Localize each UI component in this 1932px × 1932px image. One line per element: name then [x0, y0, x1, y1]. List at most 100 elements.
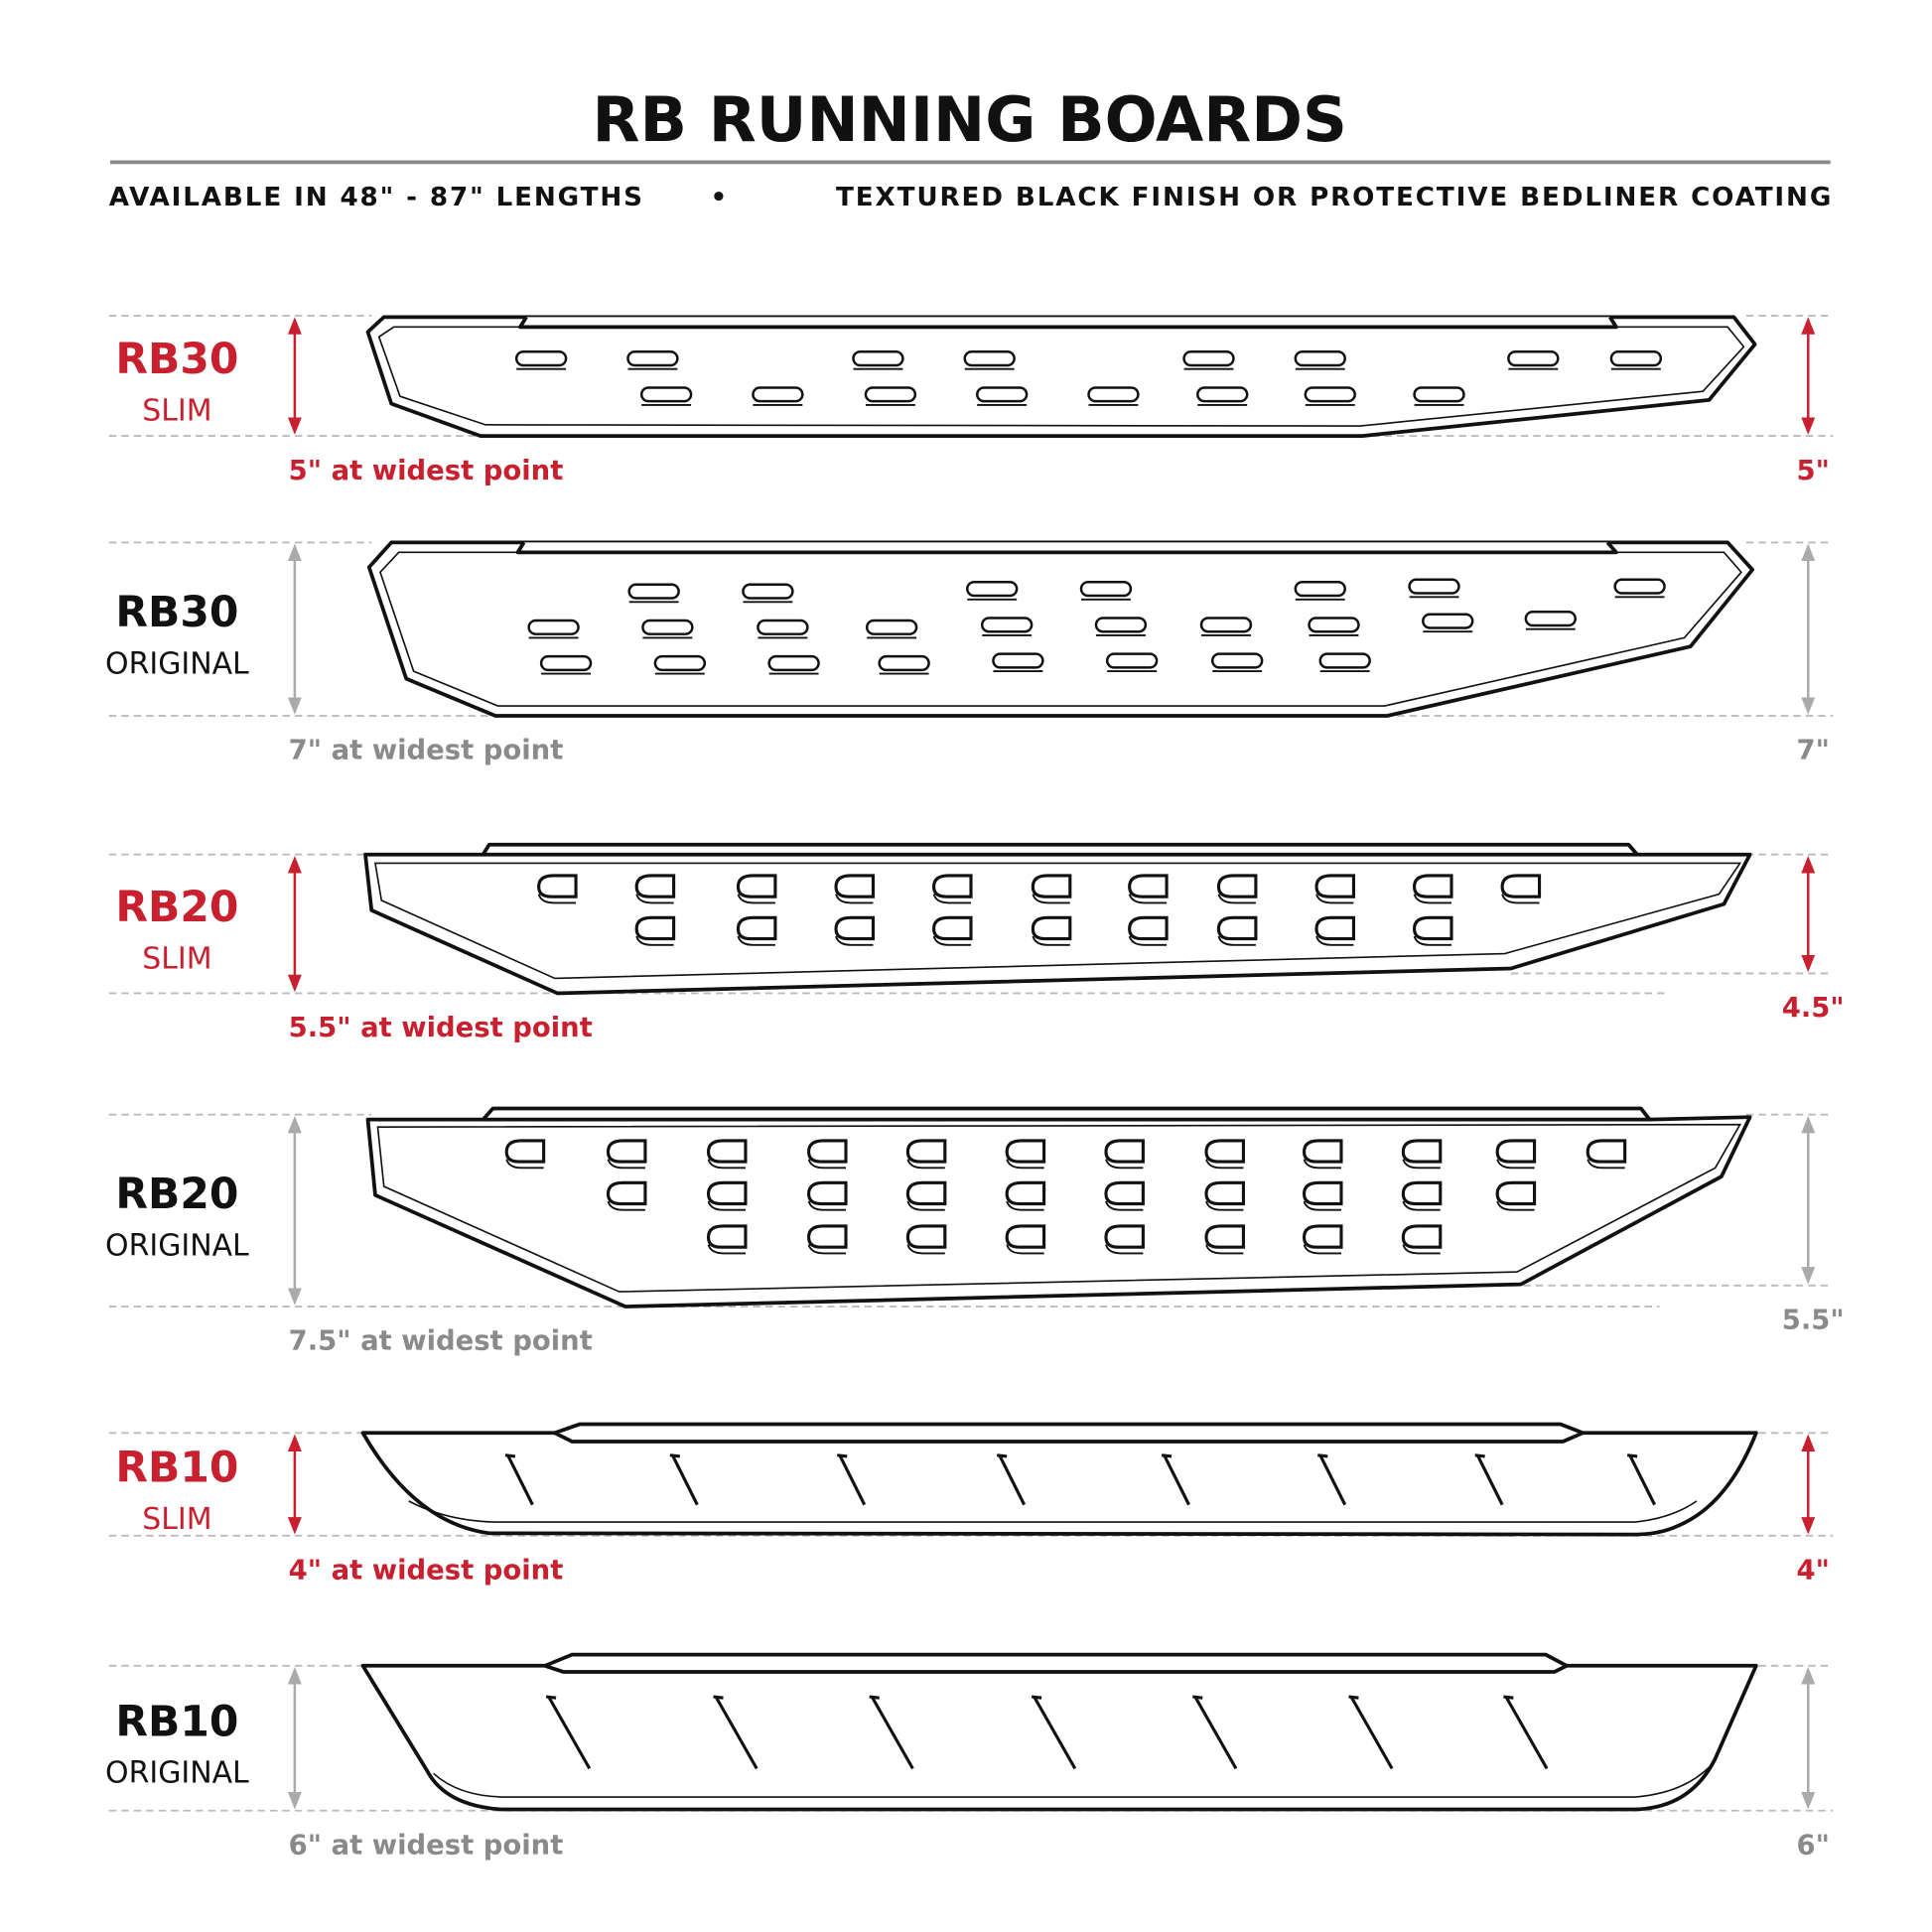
- tread-hole-shadow: [707, 1244, 746, 1255]
- tread-hole-shadow: [1413, 935, 1451, 946]
- widest-point-label: 5" at widest point: [289, 456, 564, 486]
- tread-slot: [1318, 652, 1371, 669]
- tread-hole-shadow: [1205, 1159, 1244, 1170]
- board-model-name: RB10: [115, 1698, 238, 1746]
- board-inner-edge: [433, 1764, 1713, 1798]
- tread-hole: [1413, 874, 1453, 898]
- tread-hole: [634, 915, 676, 941]
- tread-hole: [1204, 1180, 1245, 1206]
- board-top-rail: [544, 1664, 1568, 1674]
- tread-slot: [992, 652, 1044, 669]
- tread-hole-shadow: [1496, 1200, 1535, 1211]
- tread-cleat: [504, 1453, 534, 1506]
- tread-hole: [1500, 874, 1542, 898]
- tread-hole: [1314, 915, 1356, 941]
- tread-slot: [963, 350, 1016, 367]
- board-model-name: RB30: [115, 589, 238, 637]
- tread-hole-shadow: [1205, 1244, 1244, 1255]
- board-model-name: RB20: [115, 1171, 238, 1219]
- tread-slot: [1524, 610, 1577, 627]
- tread-hole-shadow: [1006, 1244, 1044, 1255]
- tread-cleat: [1348, 1695, 1394, 1770]
- right-dimension-label: 7": [1797, 736, 1830, 766]
- subtitle-separator: •: [710, 183, 729, 212]
- subtitle-lengths: AVAILABLE IN 48" - 87" LENGTHS: [109, 183, 644, 212]
- tread-hole-shadow: [1217, 894, 1256, 904]
- right-dimension-label: 5": [1797, 456, 1830, 486]
- widest-point-label: 4" at widest point: [289, 1555, 564, 1586]
- tread-hole: [834, 874, 876, 898]
- tread-hole: [1216, 915, 1258, 941]
- tread-hole: [1586, 1139, 1627, 1164]
- tread-hole: [606, 1139, 647, 1164]
- tread-hole-shadow: [835, 894, 874, 904]
- widest-point-label: 6" at widest point: [289, 1830, 564, 1861]
- tread-hole-shadow: [1105, 1244, 1144, 1255]
- tread-slot: [1413, 386, 1465, 403]
- tread-slot: [641, 619, 694, 635]
- tread-hole-shadow: [707, 1159, 746, 1170]
- tread-hole: [905, 1180, 947, 1206]
- tread-slot: [980, 617, 1034, 633]
- tread-slot: [639, 386, 693, 403]
- tread-hole-shadow: [1105, 1159, 1144, 1170]
- tread-slot: [626, 350, 679, 367]
- tread-hole-shadow: [1413, 894, 1451, 904]
- board-variant: ORIGINAL: [105, 1756, 249, 1791]
- tread-hole-shadow: [1501, 894, 1540, 904]
- tread-hole: [537, 874, 578, 898]
- board-row-rb30-original: RB30 ORIGINAL 7" at widest point 7": [105, 540, 1834, 766]
- tread-hole-shadow: [737, 935, 775, 946]
- board-row-rb30-slim: RB30 SLIM 5" at widest point 5": [108, 315, 1834, 486]
- board-inner-edge: [408, 1500, 1698, 1523]
- tread-slot: [1196, 386, 1249, 403]
- tread-hole: [1104, 1139, 1145, 1164]
- tread-hole-shadow: [737, 894, 775, 904]
- board-inner-edge: [376, 1123, 1742, 1293]
- board-variant: ORIGINAL: [105, 647, 249, 682]
- tread-slot: [864, 386, 917, 403]
- tread-hole: [1005, 1180, 1046, 1206]
- tread-hole: [1204, 1139, 1245, 1164]
- board-row-rb20-original: RB20 ORIGINAL 7.5" at widest point 5.5": [105, 1106, 1845, 1357]
- tread-hole: [1216, 874, 1258, 898]
- tread-hole-shadow: [607, 1159, 645, 1170]
- tread-hole-shadow: [1303, 1200, 1341, 1211]
- tread-cleat: [545, 1695, 592, 1770]
- board-variant: SLIM: [142, 1502, 211, 1537]
- tread-slot: [742, 583, 794, 600]
- tread-slot: [527, 619, 580, 635]
- widest-point-label: 7.5" at widest point: [289, 1326, 593, 1357]
- tread-cleat: [1503, 1695, 1549, 1770]
- tread-cleat: [869, 1695, 914, 1770]
- tread-hole-shadow: [707, 1200, 746, 1211]
- tread-slot: [1609, 350, 1663, 367]
- tread-hole-shadow: [1006, 1200, 1044, 1211]
- tread-hole: [1031, 915, 1072, 941]
- tread-hole: [634, 874, 676, 898]
- tread-slot: [1422, 613, 1474, 629]
- tread-hole-shadow: [1032, 894, 1070, 904]
- tread-slot: [1294, 350, 1346, 367]
- tread-hole: [504, 1139, 546, 1164]
- tread-hole-shadow: [1205, 1200, 1244, 1211]
- tread-hole-shadow: [1006, 1159, 1044, 1170]
- tread-slot: [1613, 578, 1666, 595]
- tread-slot: [1308, 617, 1360, 633]
- tread-slot: [865, 619, 918, 635]
- tread-cleat: [1317, 1453, 1347, 1506]
- tread-hole: [807, 1180, 848, 1206]
- tread-hole-shadow: [932, 894, 971, 904]
- tread-hole-shadow: [1402, 1200, 1441, 1211]
- tread-hole: [807, 1139, 848, 1164]
- subtitle-finish: TEXTURED BLACK FINISH OR PROTECTIVE BEDL…: [836, 183, 1833, 212]
- tread-hole: [932, 874, 973, 898]
- tread-hole-shadow: [807, 1200, 846, 1211]
- tread-hole-shadow: [1402, 1159, 1441, 1170]
- tread-hole: [1031, 874, 1072, 898]
- board-top-rail: [515, 541, 1618, 555]
- tread-hole-shadow: [1587, 1159, 1625, 1170]
- tread-hole-shadow: [1105, 1200, 1144, 1211]
- board-model-name: RB10: [115, 1445, 238, 1493]
